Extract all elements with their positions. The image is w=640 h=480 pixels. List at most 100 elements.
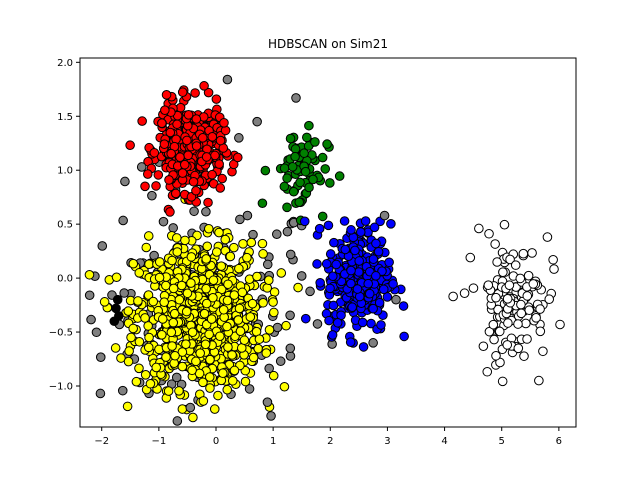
data-point [147,190,157,201]
data-point [368,254,379,264]
data-point [235,214,245,225]
data-point [521,318,531,329]
data-point [144,259,154,269]
data-point [229,365,240,376]
data-point [534,375,544,386]
data-point [489,334,499,345]
data-point [181,339,191,349]
chart-title: HDBSCAN on Sim21 [268,37,388,51]
data-point [136,162,147,172]
data-point [325,249,336,259]
data-point [161,90,172,100]
data-point [325,178,335,188]
data-point [391,294,401,305]
data-point [287,162,298,172]
data-point [258,297,268,308]
x-tick-label: 6 [556,436,562,447]
plot-area-frame [79,57,577,428]
data-point [211,247,222,257]
data-point [358,342,369,352]
data-point [329,237,339,248]
data-point [111,272,122,283]
data-point [310,137,320,147]
data-point [229,242,239,253]
data-point [369,222,380,233]
x-axis: −2 −1 0 1 2 3 4 5 6 [94,427,562,447]
y-tick-label: 2.0 [57,58,73,69]
data-point [531,313,541,323]
data-point [312,259,322,269]
x-tick-label: 5 [499,436,505,447]
data-point [165,127,176,138]
data-point [355,227,366,237]
data-point [157,118,167,128]
data-point [503,318,513,328]
data-point [222,384,233,395]
data-point [185,402,196,413]
data-point [498,267,508,278]
data-point [279,181,290,192]
data-point [157,330,167,340]
y-tick-label: 0.5 [57,220,73,231]
y-tick-label: −0.5 [49,328,73,339]
data-point [143,290,154,300]
data-point [234,263,244,274]
data-point [143,321,153,331]
data-point [264,363,274,374]
data-point [140,313,150,323]
data-point [228,159,239,170]
data-point [86,314,96,325]
data-point [186,278,196,288]
data-point [299,148,309,159]
data-point [240,376,251,387]
data-point [324,315,334,326]
data-point [293,282,303,293]
data-point [202,241,213,252]
data-point [177,347,188,357]
data-point [177,87,188,97]
data-point [325,283,335,294]
data-point [285,343,296,354]
y-tick-label: 0.0 [57,274,73,285]
data-point [484,228,494,239]
data-point [198,396,209,406]
data-point [272,322,283,333]
data-point [172,119,182,130]
data-point [346,265,356,276]
data-point [201,152,212,162]
data-point [515,273,526,284]
data-point [223,342,233,352]
data-point [170,350,180,361]
data-point [544,294,555,305]
data-point [519,351,529,361]
data-point [285,351,296,361]
data-point [91,327,102,338]
data-point [364,288,375,299]
data-point [268,297,278,307]
data-point [382,292,393,302]
data-point [233,315,244,325]
data-point [165,207,175,217]
data-point [157,314,168,324]
data-point [290,151,300,162]
data-point [232,152,243,163]
data-point [238,239,248,249]
data-point [247,298,258,309]
data-point [368,303,378,314]
data-point [151,362,162,373]
data-point [491,292,501,303]
data-point [488,319,499,330]
data-point [300,166,311,177]
data-point [275,356,286,367]
data-point [288,186,299,197]
data-point [245,312,256,322]
data-point [158,216,169,227]
data-point [340,244,351,255]
data-point [386,219,396,229]
data-point [248,352,259,363]
data-point [269,307,279,318]
data-point [505,254,515,265]
data-point [140,181,150,192]
